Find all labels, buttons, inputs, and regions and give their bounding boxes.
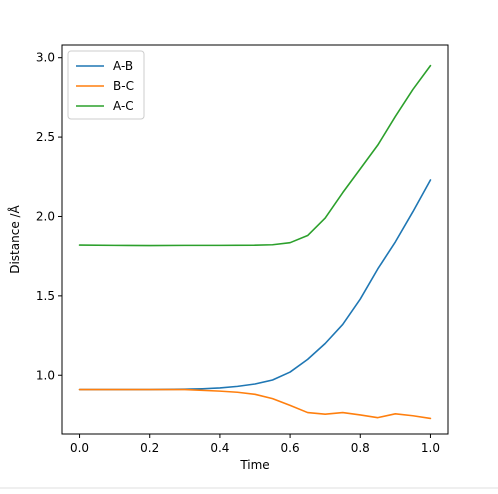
axes-frame: [61, 44, 449, 435]
x-tick-label: 1.0: [421, 441, 440, 455]
x-axis-ticks: 0.0 0.2 0.4 0.6 0.8 1.0: [70, 434, 440, 455]
x-tick-label: 0.0: [70, 441, 89, 455]
y-tick-label: 1.5: [36, 289, 55, 303]
legend-label: B-C: [113, 79, 134, 93]
y-axis-label: Distance /Å: [7, 204, 22, 273]
y-tick-label: 1.0: [36, 368, 55, 382]
legend: A-B B-C A-C: [67, 50, 145, 120]
legend-label: A-C: [113, 99, 134, 113]
x-axis-label: Time: [239, 458, 269, 472]
y-tick-label: 3.0: [36, 51, 55, 65]
x-tick-label: 0.6: [281, 441, 300, 455]
legend-box: [67, 50, 145, 120]
x-tick-label: 0.4: [210, 441, 229, 455]
series-lines: [78, 64, 432, 420]
series-line-a-c: [78, 64, 432, 247]
x-tick-label: 0.2: [140, 441, 159, 455]
x-tick-label: 0.8: [351, 441, 370, 455]
window-bottom-edge: [0, 487, 498, 489]
y-tick-label: 2.5: [36, 130, 55, 144]
y-tick-label: 2.0: [36, 209, 55, 223]
y-axis-ticks: 1.0 1.5 2.0 2.5 3.0: [36, 51, 62, 382]
series-line-b-c: [78, 388, 432, 420]
legend-label: A-B: [113, 59, 133, 73]
